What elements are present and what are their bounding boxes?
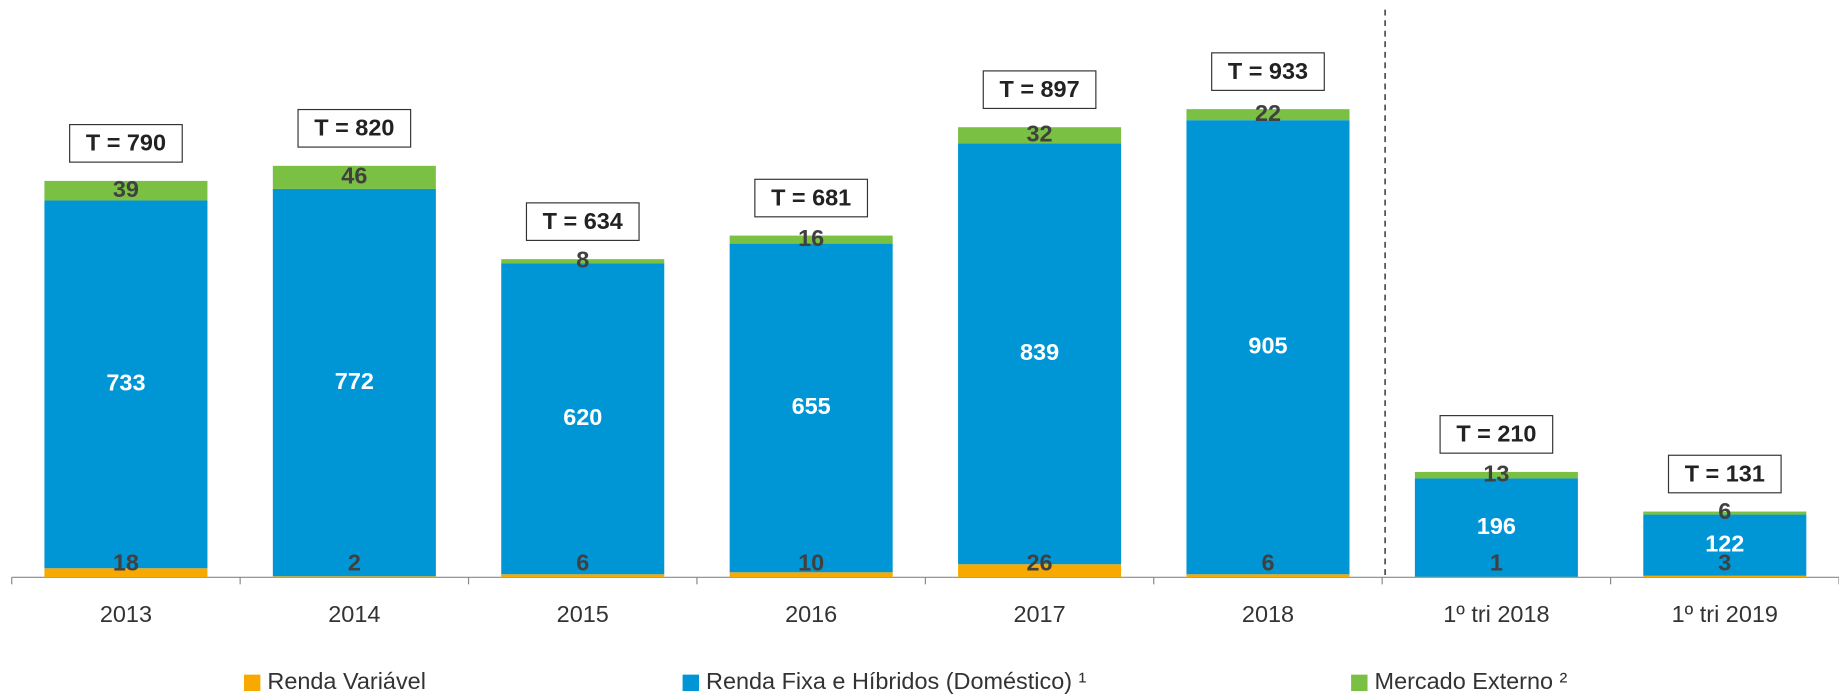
bar-segment xyxy=(1414,576,1578,578)
data-label: 8 xyxy=(576,246,589,272)
bar-segment xyxy=(44,200,208,569)
legend-label: Renda Variável xyxy=(267,668,426,694)
total-label: T = 820 xyxy=(314,115,394,141)
bar-segment xyxy=(729,572,893,578)
legend-swatch xyxy=(682,674,700,692)
data-label: 22 xyxy=(1255,100,1281,126)
bar-segment xyxy=(958,143,1122,565)
x-tick-label: 2016 xyxy=(785,601,837,627)
legend-label: Mercado Externo ² xyxy=(1375,668,1568,694)
total-label: T = 897 xyxy=(999,76,1079,102)
bar-segment xyxy=(501,263,665,575)
bar-segment xyxy=(1186,120,1350,575)
total-label: T = 933 xyxy=(1228,58,1308,84)
total-label: T = 790 xyxy=(86,130,166,156)
data-label: 733 xyxy=(106,370,145,396)
bar-segment xyxy=(501,259,665,264)
bar-segment xyxy=(729,235,893,244)
bar-segment xyxy=(958,127,1122,144)
total-box xyxy=(69,124,183,163)
data-label: 6 xyxy=(576,550,589,576)
data-label: 39 xyxy=(113,176,139,202)
bar-segment xyxy=(1186,574,1350,578)
total-box xyxy=(1667,454,1782,494)
bar-segment xyxy=(1643,575,1807,578)
bar-segment xyxy=(44,180,208,201)
bar-segment xyxy=(1414,478,1578,577)
data-label: 46 xyxy=(341,163,367,189)
data-label: 122 xyxy=(1705,530,1744,556)
bar-segment xyxy=(1186,109,1350,121)
total-label: T = 210 xyxy=(1456,421,1536,447)
total-box xyxy=(1439,415,1554,454)
total-box xyxy=(982,70,1097,110)
x-tick-label: 1º tri 2018 xyxy=(1443,601,1549,627)
data-label: 655 xyxy=(792,393,831,419)
legend-label: Renda Fixa e Híbridos (Doméstico) ¹ xyxy=(706,668,1087,694)
data-label: 1 xyxy=(1490,550,1503,576)
x-tick-label: 2018 xyxy=(1242,601,1294,627)
data-label: 2 xyxy=(348,550,361,576)
x-tick-label: 1º tri 2019 xyxy=(1672,601,1778,627)
data-label: 26 xyxy=(1027,550,1053,576)
bar-segment xyxy=(272,576,436,578)
legend-swatch xyxy=(243,674,261,692)
bar-segment xyxy=(501,574,665,578)
data-label: 16 xyxy=(798,225,824,251)
bar-segment xyxy=(272,165,436,189)
total-box xyxy=(1211,52,1325,91)
data-label: 6 xyxy=(1718,498,1731,524)
x-tick-label: 2014 xyxy=(328,601,380,627)
bar-segment xyxy=(1643,511,1807,515)
x-tick-label: 2017 xyxy=(1013,601,1065,627)
total-box xyxy=(297,108,412,148)
data-label: 196 xyxy=(1477,513,1516,539)
bar-segment xyxy=(958,564,1122,578)
data-label: 32 xyxy=(1027,120,1053,146)
data-label: 905 xyxy=(1248,332,1287,358)
total-label: T = 634 xyxy=(543,208,623,234)
total-label: T = 681 xyxy=(771,184,851,210)
total-box xyxy=(754,178,869,218)
data-label: 10 xyxy=(798,550,824,576)
x-tick-label: 2013 xyxy=(100,601,152,627)
bar-segment xyxy=(272,188,436,577)
data-label: 620 xyxy=(563,404,602,430)
data-label: 839 xyxy=(1020,339,1059,365)
total-box xyxy=(525,202,640,241)
legend-swatch xyxy=(1351,674,1368,692)
data-label: 3 xyxy=(1718,550,1731,576)
total-label: T = 131 xyxy=(1685,460,1765,486)
data-label: 13 xyxy=(1483,460,1509,486)
bar-segment xyxy=(729,243,893,573)
bar-segment xyxy=(44,568,208,578)
bar-segment xyxy=(1414,471,1578,479)
bar-segment xyxy=(1643,514,1807,576)
data-label: 6 xyxy=(1261,550,1274,576)
data-label: 772 xyxy=(335,368,374,394)
data-label: 18 xyxy=(113,550,139,576)
x-tick-label: 2015 xyxy=(557,601,609,627)
